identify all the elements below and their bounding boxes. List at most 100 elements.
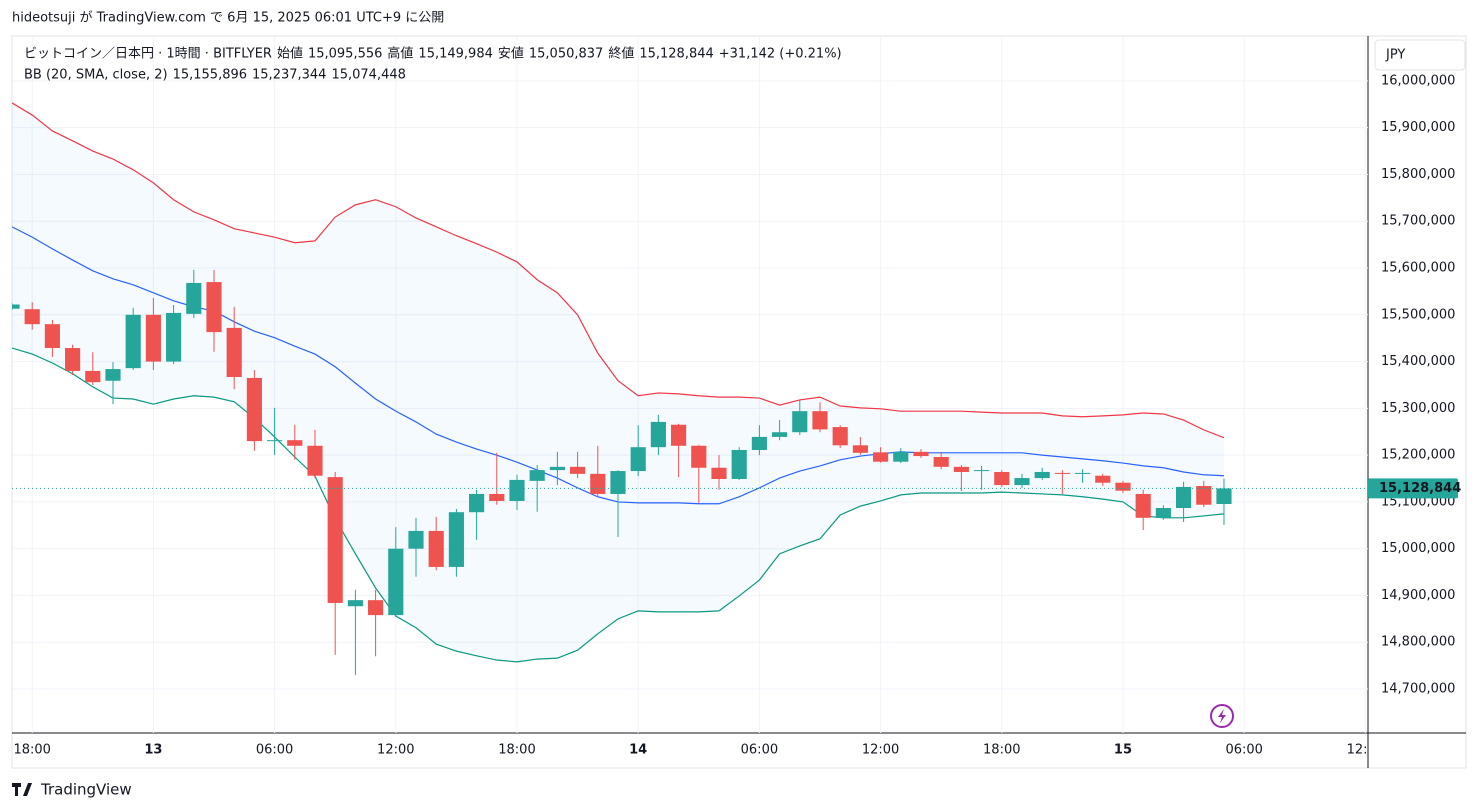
candle-body (913, 451, 929, 457)
candle-body (1196, 486, 1212, 505)
band-value: 15,074,448 (331, 68, 405, 83)
candle-body (469, 493, 485, 513)
candle-body (1095, 475, 1111, 483)
candle-body (166, 312, 182, 362)
candle-body (206, 282, 222, 333)
candle-body (105, 369, 121, 381)
x-axis: 18:00 13 06:00 12:00 18:00 14 06:00 12:00 18:00 1… (13, 743, 1368, 758)
legend: ビットコイン／日本円 · 1時間 · BITFLYER 始値 15,095,556 高… (24, 46, 842, 83)
y-tick-label: 14,900,000 (1381, 588, 1455, 603)
candle-body (408, 530, 424, 549)
x-tick-label: 12:00 (377, 743, 414, 758)
y-tick-label: 15,200,000 (1381, 448, 1455, 463)
candle-body (994, 471, 1010, 486)
x-tick-label: 13 (144, 743, 162, 758)
candle-body (731, 449, 747, 479)
y-tick-label: 15,400,000 (1381, 354, 1455, 369)
candle-body (671, 424, 687, 446)
candle-body (327, 477, 343, 603)
brand: TradingView (40, 781, 132, 799)
candle-body (792, 411, 808, 433)
candle-body (307, 445, 323, 476)
candle-body (832, 427, 848, 446)
band-fill (12, 102, 1224, 662)
candle-body (1135, 493, 1151, 518)
y-tick-label: 14,800,000 (1381, 635, 1455, 650)
y-tick-label: 15,000,000 (1381, 541, 1455, 556)
y-tick-label: 15,600,000 (1381, 261, 1455, 276)
candle-body (368, 600, 384, 616)
candle-body (751, 436, 767, 450)
candle-body (1216, 488, 1232, 504)
candle-body (650, 421, 666, 448)
ohlc-name: 終値 (608, 46, 634, 62)
candle-body (953, 466, 969, 472)
candle-body (1176, 486, 1192, 508)
candle-body (509, 479, 525, 501)
candle-body (12, 304, 20, 309)
x-tick-label: 18:00 (498, 743, 535, 758)
last-price-label: 15,128,844 (1379, 481, 1461, 496)
candle-body (448, 512, 464, 567)
band-value: 15,237,344 (252, 68, 326, 83)
candle-body (1075, 472, 1091, 474)
currency-box[interactable] (1374, 39, 1466, 71)
ohlc-name: 始値 (277, 46, 303, 62)
candle-body (1054, 472, 1070, 474)
ohlc-value: 15,149,984 (418, 47, 492, 62)
x-tick-label: 15 (1114, 743, 1132, 758)
x-tick-label: 12:00 (862, 743, 899, 758)
ohlc-value: 15,128,844 (639, 47, 713, 62)
candle-body (590, 473, 606, 494)
band-value: 15,155,896 (173, 68, 247, 83)
candle-body (691, 445, 707, 468)
candle-body (630, 447, 646, 472)
y-tick-label: 15,500,000 (1381, 307, 1455, 322)
candle-body (347, 600, 363, 607)
band-line (12, 102, 1225, 439)
candle-body (85, 370, 101, 383)
y-tick-label: 16,000,000 (1381, 73, 1455, 88)
candle-body (570, 466, 586, 474)
candle-body (24, 309, 40, 325)
candle-body (549, 466, 565, 471)
y-tick-label: 15,300,000 (1381, 401, 1455, 416)
candle-body (65, 348, 81, 371)
last-price-tag (1368, 478, 1458, 499)
ohlc-name: 安値 (498, 46, 524, 62)
candle-body (44, 324, 60, 349)
candle-body (893, 451, 909, 462)
currency[interactable]: JPY (1385, 48, 1405, 63)
band-line (12, 347, 1225, 663)
candle-body (772, 432, 788, 437)
candle-body (610, 471, 626, 494)
x-tick-label: 06:00 (1225, 743, 1262, 758)
candle-body (287, 440, 303, 446)
candle-body (226, 327, 242, 378)
candle-body (711, 467, 727, 479)
y-tick-label: 15,700,000 (1381, 214, 1455, 229)
x-tick-label: 06:00 (256, 743, 293, 758)
y-tick-label: 15,800,000 (1381, 167, 1455, 182)
candle-body (428, 530, 444, 567)
candle-body (267, 440, 283, 442)
candle-body (529, 470, 545, 481)
ohlc-value: 15,095,556 (308, 47, 382, 62)
ohlc-name: 高値 (387, 46, 413, 62)
candle-body (145, 314, 161, 362)
change: +31,142 (+0.21%) (719, 47, 842, 62)
candle-body (873, 452, 889, 462)
publish-title: hideotsuji が TradingView.com で 6月 15, 20… (12, 11, 444, 26)
candle-body (1155, 507, 1171, 518)
lightning-icon[interactable] (1210, 704, 1234, 728)
plot (12, 36, 1368, 733)
candle-body (1014, 478, 1030, 486)
candle-body (125, 314, 141, 369)
candle-body (186, 282, 202, 314)
candle-body (489, 493, 505, 501)
candle-body (1034, 471, 1050, 479)
candle-body (246, 377, 262, 442)
x-tick-label: 14 (629, 743, 647, 758)
indicator: BB (20, SMA, close, 2) (24, 68, 168, 83)
